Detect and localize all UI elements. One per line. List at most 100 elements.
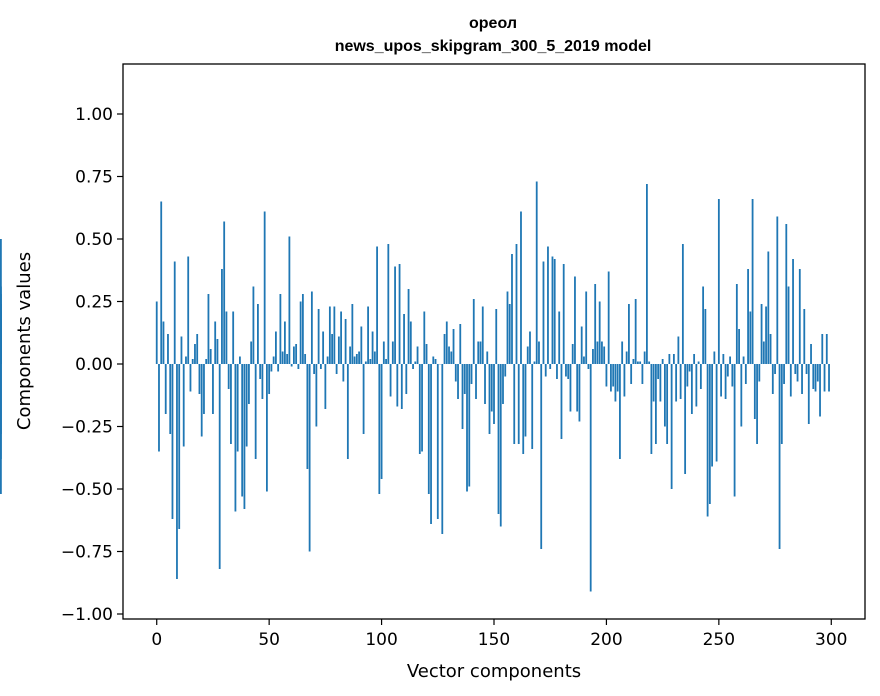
y-tick-label: 0.50 <box>75 230 113 250</box>
bar-75 <box>324 364 327 409</box>
bar-124 <box>434 359 437 364</box>
bar-166 <box>529 331 531 364</box>
bar-117 <box>418 364 421 454</box>
bar-4 <box>164 364 167 414</box>
bar-290 <box>807 364 810 424</box>
bar-148 <box>488 364 491 434</box>
bar-248 <box>713 351 716 364</box>
bar-283 <box>792 259 794 364</box>
bar-274 <box>771 364 774 394</box>
bar-101 <box>382 341 385 364</box>
bar-114 <box>412 364 414 369</box>
bar-288 <box>803 309 806 364</box>
bar-79 <box>333 306 336 364</box>
bar-228 <box>668 354 671 364</box>
bar-235 <box>684 364 687 474</box>
bar-42 <box>250 341 253 364</box>
bar-172 <box>542 261 545 364</box>
bar-88 <box>353 356 356 364</box>
bar-147 <box>486 351 489 364</box>
bar-98 <box>376 246 378 364</box>
x-tick-label: 0 <box>151 630 162 650</box>
bar-64 <box>299 301 302 364</box>
bar-90 <box>358 351 360 364</box>
bar-67 <box>306 364 309 469</box>
bar-112 <box>407 289 410 364</box>
bar-190 <box>583 356 585 364</box>
bar-254 <box>726 364 729 377</box>
bar-58 <box>286 354 289 364</box>
bar-170 <box>538 341 540 364</box>
bar-223 <box>657 364 660 379</box>
bar-175 <box>549 364 552 369</box>
bar-186 <box>574 276 576 364</box>
bar-103 <box>387 244 390 364</box>
bar-116 <box>416 346 419 364</box>
bar-192 <box>587 364 590 369</box>
bar-97 <box>373 351 376 364</box>
bar-0 <box>155 301 158 364</box>
bar-180 <box>560 364 563 439</box>
bar-157 <box>508 304 511 364</box>
bar-59 <box>288 236 291 364</box>
bar-110 <box>403 314 405 364</box>
bar-221 <box>652 364 655 402</box>
bar-270 <box>762 341 765 364</box>
bar-123 <box>432 356 435 364</box>
bar-184 <box>569 364 572 412</box>
bar-107 <box>396 364 399 407</box>
bar-46 <box>259 364 262 379</box>
bar-100 <box>380 364 383 479</box>
bar-105 <box>391 341 394 364</box>
bar-39 <box>243 364 246 509</box>
bar-134 <box>457 364 459 399</box>
bar-102 <box>385 359 387 364</box>
bar-266 <box>753 364 756 419</box>
bar-155 <box>504 364 507 377</box>
bar-156 <box>506 291 509 364</box>
bar-247 <box>711 364 713 467</box>
bar-78 <box>331 334 334 364</box>
x-tick-label: 100 <box>365 630 397 650</box>
bar-2 <box>160 201 163 364</box>
bar-162 <box>520 211 522 364</box>
bar-20 <box>200 364 203 437</box>
bar-241 <box>697 361 700 364</box>
bar-207 <box>621 341 624 364</box>
bar-35 <box>234 364 237 512</box>
bar-137 <box>463 364 466 394</box>
bar-15 <box>189 364 192 392</box>
bar-208 <box>623 364 626 397</box>
bar-13 <box>185 356 187 364</box>
bar-263 <box>747 269 749 364</box>
bar-138 <box>466 364 468 492</box>
bar-1 <box>158 364 160 452</box>
bar-139 <box>468 364 471 487</box>
bar-252 <box>722 354 725 364</box>
bar-260 <box>740 364 743 427</box>
bar-69 <box>310 291 313 364</box>
bar-38 <box>241 364 244 497</box>
bar-203 <box>612 364 615 387</box>
bar-237 <box>688 364 691 372</box>
bar-210 <box>628 304 630 364</box>
bar-222 <box>654 364 657 444</box>
bar-198 <box>601 341 603 364</box>
bar-36 <box>236 364 239 452</box>
bar-244 <box>704 309 707 364</box>
bar-234 <box>681 244 684 364</box>
bar-285 <box>796 364 799 382</box>
bar-169 <box>535 181 538 364</box>
bar-259 <box>738 329 740 364</box>
bar-152 <box>497 364 500 514</box>
bar-26 <box>214 321 217 364</box>
bar-271 <box>765 306 767 364</box>
bar-183 <box>567 364 570 379</box>
bar-11 <box>180 336 183 364</box>
bar-25 <box>212 364 214 414</box>
bar-173 <box>544 364 547 377</box>
bar-80 <box>335 364 338 374</box>
bar-54 <box>277 364 280 372</box>
bar-52 <box>272 356 275 364</box>
bar-32 <box>227 364 230 389</box>
